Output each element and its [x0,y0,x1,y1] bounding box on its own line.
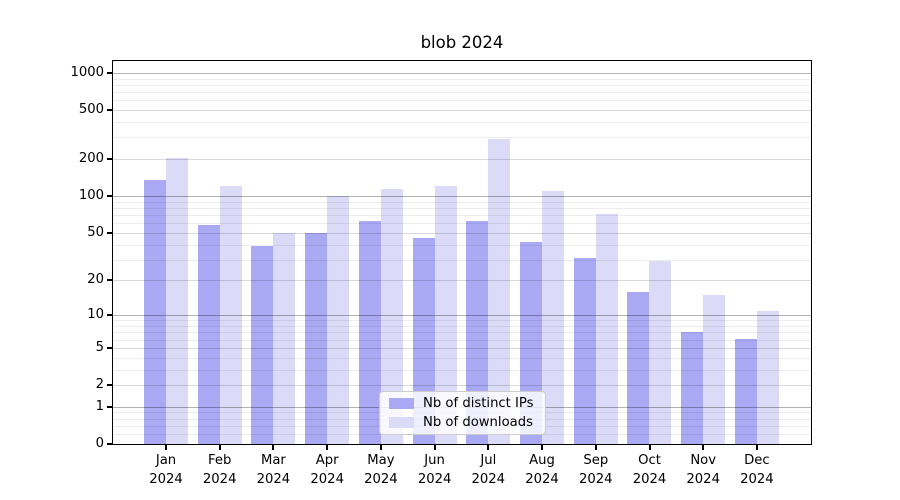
apr-ips-bar [305,232,328,444]
mar-downloads-bar [273,232,296,444]
y-tick [107,346,112,349]
x-tick [218,445,221,450]
y-tick-label: 500 [78,102,104,117]
x-tick [433,445,436,450]
y-tick-label: 100 [78,188,104,204]
x-tick-label: Sep 2024 [579,453,613,487]
jan-ips-bar [144,180,166,444]
x-tick-label: Jun 2024 [417,453,452,487]
x-tick [487,445,490,450]
aug-downloads-bar [542,191,565,444]
gridline-minor [113,215,811,216]
jul-ips-bar [466,220,489,444]
mar-ips-bar [251,245,274,444]
gridline-500 [113,110,811,111]
feb-downloads-bar [219,185,242,444]
y-tick-label: 5 [95,339,104,355]
legend-label: Nb of distinct IPs [423,396,534,411]
gridline-minor [113,201,811,203]
x-tick-label: Apr 2024 [310,453,344,487]
x-tick-label: Jan 2024 [149,453,183,487]
y-tick [107,384,112,386]
x-tick-label: Mar 2024 [256,453,291,487]
x-tick-label: Aug 2024 [525,453,559,487]
nov-ips-bar [681,332,704,444]
y-tick [107,71,112,74]
nov-downloads-bar [703,295,726,444]
oct-downloads-bar [649,261,672,444]
x-tick [272,445,275,450]
oct-ips-bar [627,291,650,444]
x-tick-label: May 2024 [364,453,398,487]
x-tick [755,445,758,450]
gridline-minor [113,92,811,93]
y-tick [107,231,112,234]
x-tick [702,445,705,450]
apr-downloads-bar [327,196,350,444]
x-tick-label: Jul 2024 [471,453,506,487]
x-tick-label: Dec 2024 [740,453,774,487]
may-downloads-bar [380,189,403,444]
x-tick [648,445,651,450]
legend: Nb of distinct IPs Nb of downloads [379,391,546,435]
x-tick [326,445,329,450]
x-tick [379,445,382,450]
sep-downloads-bar [595,214,618,444]
y-tick-label: 200 [78,151,104,167]
y-tick-label: 2 [95,377,104,392]
dec-downloads-bar [756,310,779,444]
y-tick-label: 0 [95,436,104,451]
x-tick [594,445,597,450]
gridline-minor [113,100,811,102]
x-tick-label: Oct 2024 [632,453,667,487]
x-tick-label: Nov 2024 [686,453,720,487]
y-tick-label: 10 [87,307,104,323]
gridline-minor [113,84,811,86]
legend-label: Nb of downloads [423,415,533,430]
chart-title: blob 2024 [420,33,504,52]
y-tick [107,109,112,111]
x-tick [541,445,543,450]
y-tick [107,314,112,317]
x-tick [165,445,167,450]
y-tick-label: 1000 [70,64,104,80]
legend-item: Nb of distinct IPs [389,396,536,411]
y-tick-label: 20 [87,272,104,288]
legend-item: Nb of downloads [389,415,536,430]
y-tick [107,279,112,282]
y-tick [107,405,112,408]
jun-downloads-bar [434,185,457,444]
plot-area: Nb of distinct IPs Nb of downloads [112,60,812,445]
gridline-1000 [113,72,811,74]
jul-downloads-bar [488,139,511,444]
gridline-100 [113,196,811,198]
legend-swatch [389,417,414,428]
gridline-minor [113,137,811,139]
gridline-minor [113,207,811,209]
sep-ips-bar [573,257,596,444]
gridline-minor [113,122,811,123]
y-tick-label: 50 [87,224,104,240]
x-tick-label: Feb 2024 [202,453,237,487]
y-tick [107,158,112,161]
may-ips-bar [358,220,381,444]
y-tick [107,443,112,445]
y-tick [107,195,112,198]
gridline-minor [113,78,811,80]
legend-swatch [389,398,414,409]
y-tick-label: 1 [95,398,104,414]
feb-ips-bar [197,224,220,444]
jan-downloads-bar [166,157,188,444]
dec-ips-bar [734,339,757,444]
gridline-200 [113,159,811,161]
